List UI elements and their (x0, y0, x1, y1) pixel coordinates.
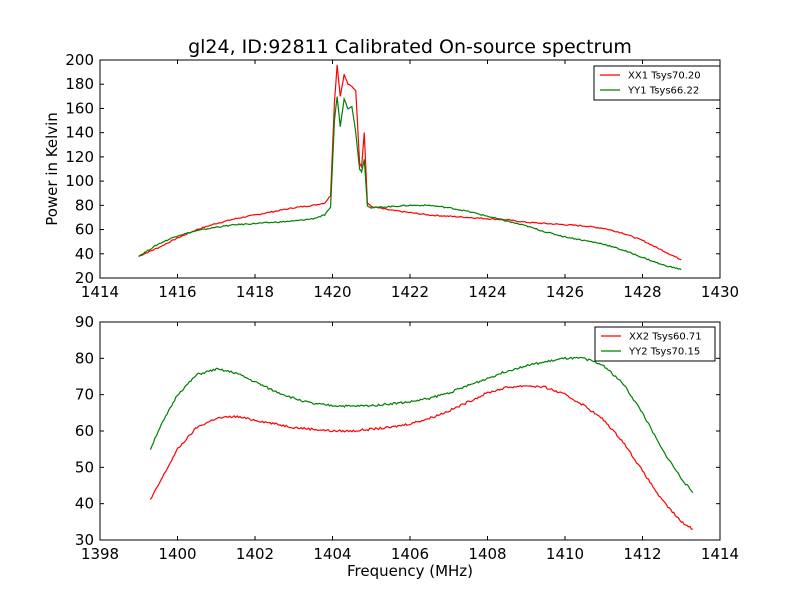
x-axis-label: Frequency (MHz) (347, 562, 473, 580)
panel-bottom: 1398 1400 1402 1404 1406 1408 1410 1412 1414 30 40… (75, 313, 739, 580)
legend-box (593, 65, 721, 101)
x-tick-label: 1420 (313, 283, 351, 301)
y-tick-label: 160 (65, 99, 94, 117)
y-tick-label: 60 (75, 422, 94, 440)
y-tick-label: 180 (65, 75, 94, 93)
y-tick-label: 140 (65, 124, 94, 142)
x-tick-label: 1406 (391, 545, 429, 563)
panel-top: 1414 1416 1418 1420 1422 1424 1426 1428 1430 20 40… (43, 51, 739, 301)
x-tick-label: 1398 (81, 545, 119, 563)
x-tick-label: 1404 (313, 545, 351, 563)
x-tick-label: 1400 (158, 545, 196, 563)
y-tick-label: 200 (65, 51, 94, 69)
y-axis-label: Power in Kelvin (43, 112, 61, 226)
x-tick-label: 1428 (623, 283, 661, 301)
x-tick-label: 1418 (236, 283, 274, 301)
x-tick-label: 1414 (701, 545, 739, 563)
series-line-1 (138, 64, 682, 261)
y-tick-label: 40 (75, 495, 94, 513)
x-tick-label: 1430 (701, 283, 739, 301)
series-line-1 (149, 384, 693, 530)
legend-box (594, 326, 716, 362)
legend-label: XX1 Tsys70.20 (628, 71, 701, 82)
x-tick-label: 1422 (391, 283, 429, 301)
y-tick-label: 50 (75, 458, 94, 476)
y-tick-label: 80 (75, 349, 94, 367)
legend-label: YY2 Tsys70.15 (628, 347, 700, 358)
y-tick-label: 60 (75, 221, 94, 239)
y-tick-label: 70 (75, 386, 94, 404)
y-tick-label: 20 (75, 269, 94, 287)
x-tick-label: 1414 (81, 283, 119, 301)
y-tick-label: 40 (75, 245, 94, 263)
x-tick-label: 1410 (546, 545, 584, 563)
y-tick-label: 90 (75, 313, 94, 331)
x-tick-label: 1416 (158, 283, 196, 301)
x-tick-label: 1408 (468, 545, 506, 563)
x-tick-label: 1412 (623, 545, 661, 563)
legend-label: XX2 Tsys60.71 (629, 332, 702, 343)
y-tick-label: 80 (75, 196, 94, 214)
x-tick-label: 1424 (468, 283, 506, 301)
y-tick-label: 120 (65, 148, 94, 166)
y-tick-label: 30 (75, 531, 94, 549)
series-line-2 (149, 356, 694, 494)
x-tick-label: 1402 (236, 545, 274, 563)
y-tick-label: 100 (65, 172, 94, 190)
legend-label: YY1 Tsys66.22 (627, 86, 699, 97)
series-line-2 (138, 96, 682, 271)
x-tick-label: 1426 (546, 283, 584, 301)
chart-title: gl24, ID:92811 Calibrated On-source spec… (188, 36, 632, 58)
